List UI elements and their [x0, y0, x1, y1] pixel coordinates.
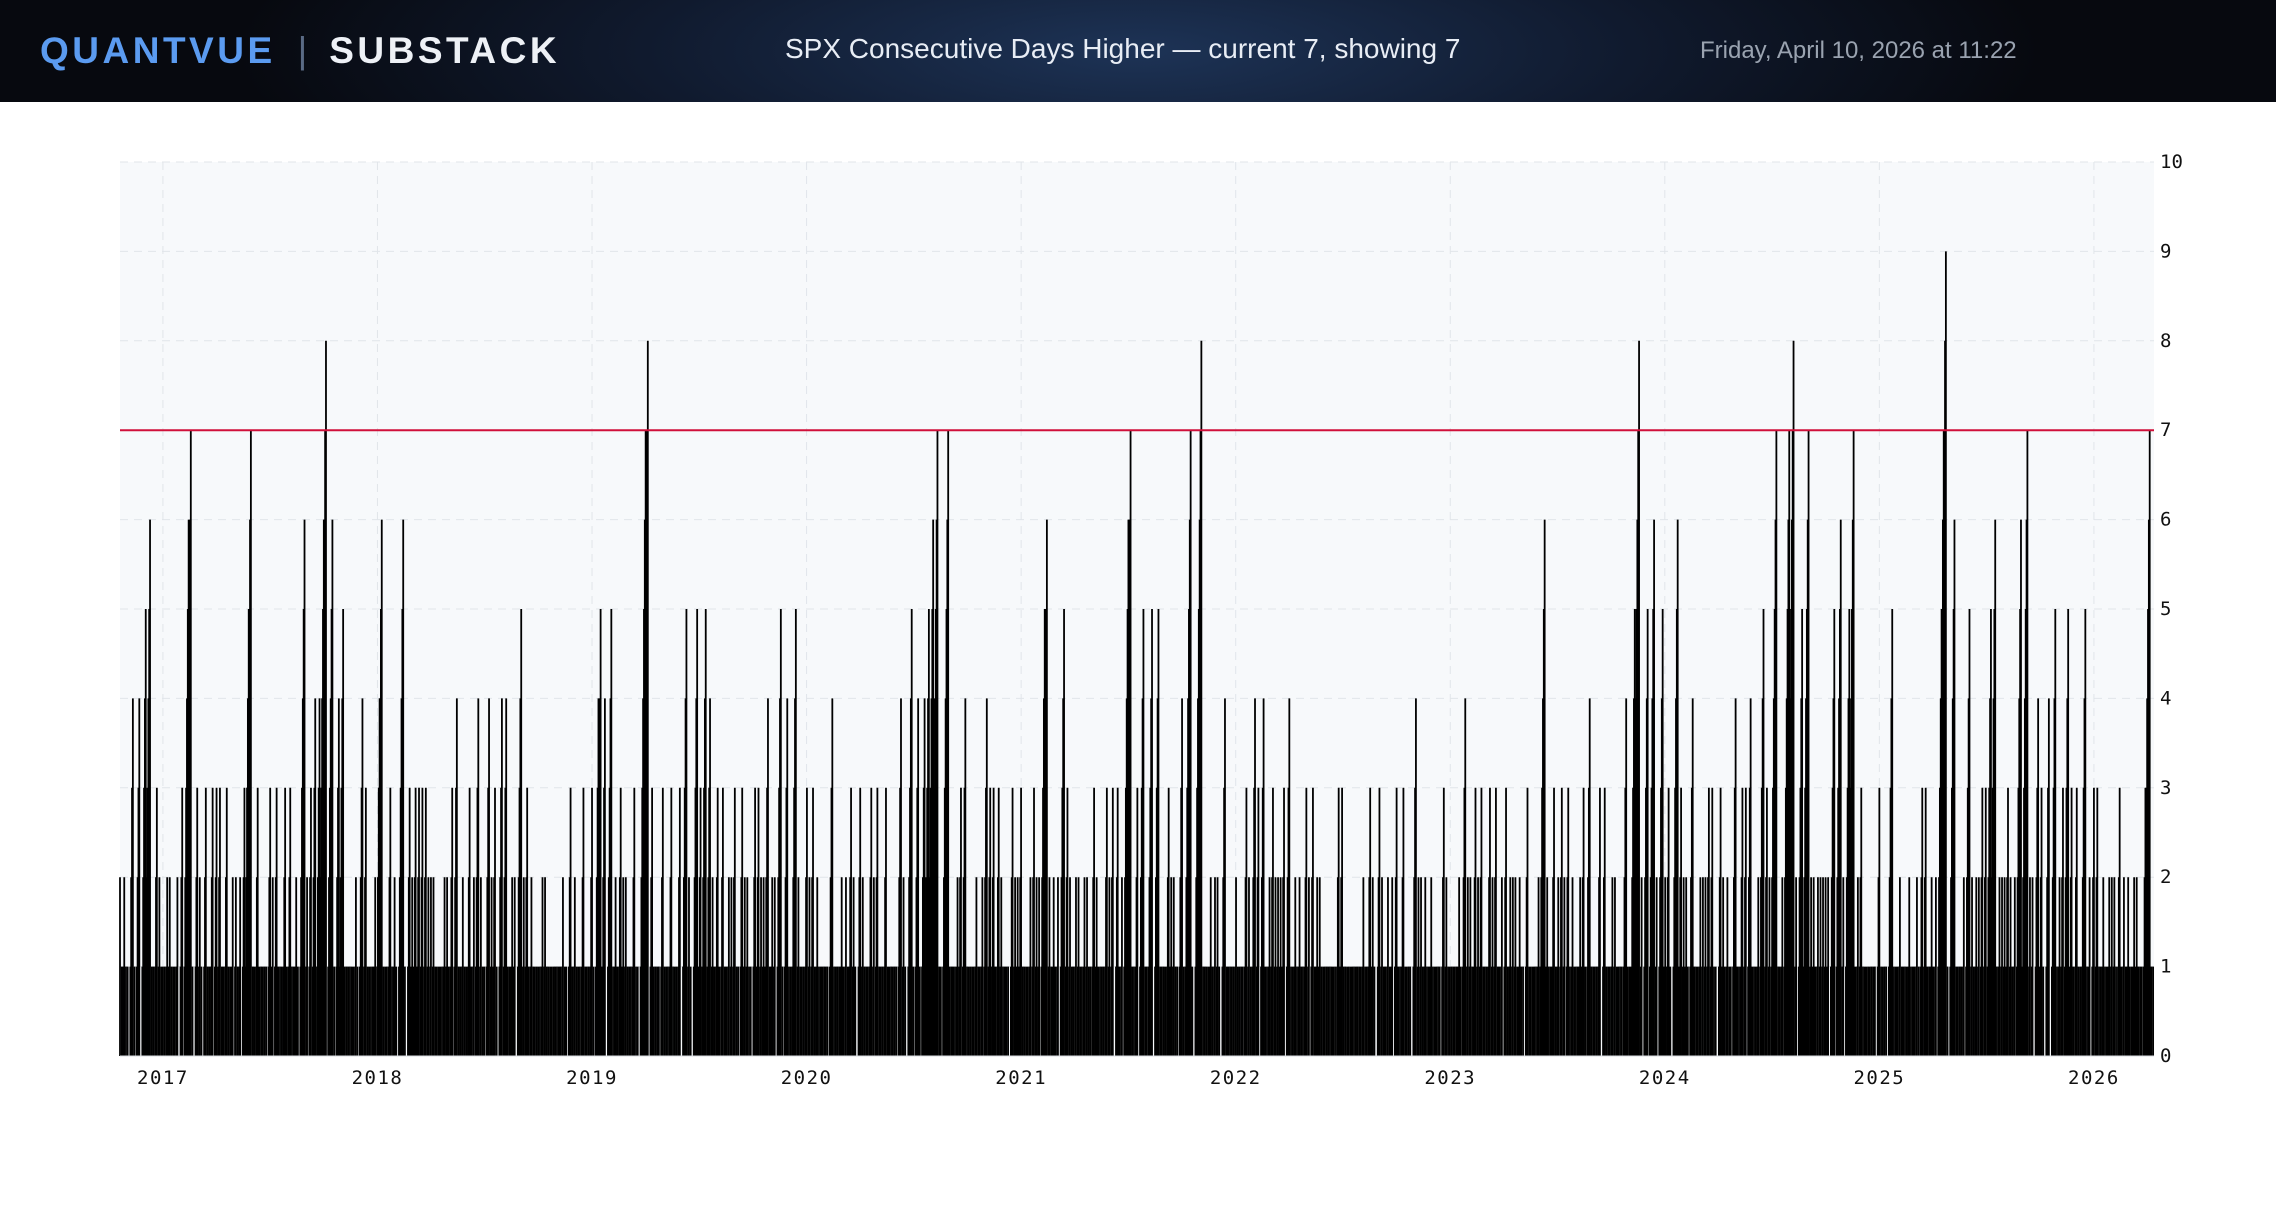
brand-secondary: SUBSTACK — [329, 30, 561, 71]
x-tick-label: 2018 — [352, 1067, 404, 1089]
header-bar: QUANTVUE | SUBSTACK SPX Consecutive Days… — [0, 0, 2276, 102]
x-tick-label: 2017 — [137, 1067, 189, 1089]
chart-container: 0 1 2 3 4 5 6 7 8 9 10 2017 2018 2019 2020 2021 2022 2023… — [0, 102, 2276, 1216]
brand-logo[interactable]: QUANTVUE | SUBSTACK — [40, 26, 560, 76]
x-tick-label: 2021 — [995, 1067, 1047, 1089]
x-tick-label: 2022 — [1210, 1067, 1262, 1089]
y-tick-label: 8 — [2160, 330, 2171, 352]
brand-primary: QUANTVUE — [40, 30, 276, 71]
x-tick-label: 2024 — [1639, 1067, 1691, 1089]
y-tick-label: 5 — [2160, 598, 2171, 620]
timestamp: Friday, April 10, 2026 at 11:22 — [1700, 37, 2017, 64]
y-tick-label: 2 — [2160, 866, 2171, 888]
y-tick-label: 0 — [2160, 1045, 2171, 1067]
x-tick-label: 2019 — [566, 1067, 618, 1089]
y-tick-label: 10 — [2160, 151, 2183, 173]
y-tick-label: 4 — [2160, 687, 2171, 709]
x-tick-label: 2026 — [2068, 1067, 2120, 1089]
brand-separator: | — [297, 30, 308, 71]
y-tick-label: 7 — [2160, 419, 2171, 441]
y-tick-label: 1 — [2160, 956, 2171, 978]
x-tick-label: 2025 — [1853, 1067, 1905, 1089]
x-tick-label: 2020 — [781, 1067, 833, 1089]
chart-title: SPX Consecutive Days Higher — current 7,… — [785, 33, 1461, 64]
y-tick-label: 6 — [2160, 509, 2171, 531]
streak-chart: 0 1 2 3 4 5 6 7 8 9 10 2017 2018 2019 2020 2021 2022 2023… — [119, 151, 2183, 1089]
y-tick-label: 3 — [2160, 777, 2171, 799]
x-tick-label: 2023 — [1424, 1067, 1476, 1089]
y-tick-label: 9 — [2160, 240, 2171, 262]
